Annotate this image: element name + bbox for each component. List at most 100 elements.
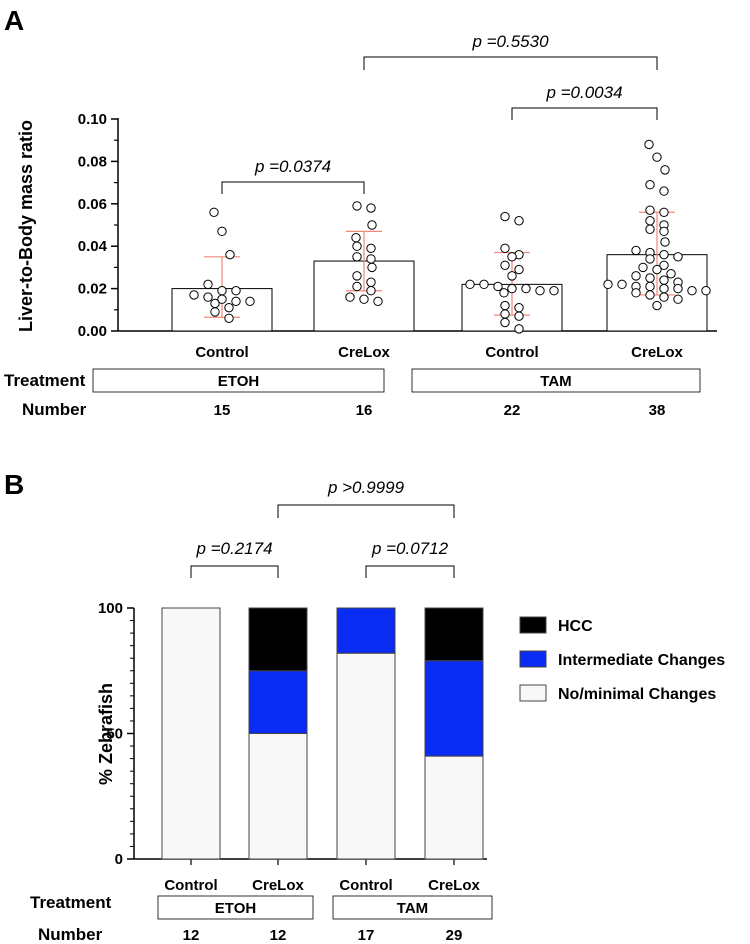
data-point: [210, 298, 220, 309]
data-point: [659, 249, 669, 260]
data-point: [500, 243, 510, 254]
panel-b-comparisons: p =0.2174 p =0.0712 p >0.9999: [190, 478, 455, 578]
data-point: [660, 237, 670, 247]
panel-b-y-axis-label: % Zebrafish: [96, 683, 116, 785]
comparison-bracket: [363, 56, 658, 70]
data-point: [514, 311, 524, 321]
category-label: Control: [485, 344, 538, 361]
panel-b-stacked-bars: [161, 607, 484, 860]
data-point: [645, 180, 655, 190]
y-tick-label: 0.00: [78, 323, 107, 340]
data-point: [603, 279, 613, 290]
data-point: [203, 292, 213, 302]
data-point: [659, 226, 669, 237]
panel-b-category-labels: Control CreLox Control CreLox: [164, 877, 480, 894]
comparison-bracket: [277, 504, 455, 518]
treatment-group-box: [157, 895, 314, 920]
data-point: [659, 292, 669, 302]
data-point: [652, 152, 662, 162]
legend-swatch: [519, 616, 547, 634]
data-point: [521, 283, 531, 294]
data-point: [507, 252, 517, 262]
panel-b-number-row: Number 12 12 17 29: [38, 925, 462, 944]
data-point: [514, 216, 524, 226]
data-point: [631, 271, 641, 281]
stacked-segment: [248, 733, 308, 860]
sample-count: 22: [504, 402, 521, 419]
treatment-group-box: [332, 895, 493, 920]
panel-a-error-bars: [204, 211, 675, 318]
data-point: [224, 313, 234, 323]
data-point: [666, 269, 676, 279]
treatment-row-label: Treatment: [4, 371, 86, 390]
data-point: [673, 252, 683, 262]
data-point: [659, 283, 669, 294]
data-point: [659, 207, 669, 217]
number-row-label: Number: [38, 925, 103, 944]
data-point: [644, 139, 654, 150]
comparison-bracket: [190, 565, 279, 578]
data-point: [645, 290, 655, 300]
sample-count: 12: [270, 927, 287, 944]
data-point: [659, 260, 669, 270]
data-point: [500, 211, 510, 222]
data-point: [352, 201, 362, 211]
data-point: [345, 292, 355, 302]
data-point: [499, 288, 509, 298]
data-point: [645, 254, 655, 264]
data-point: [352, 271, 362, 281]
data-point: [367, 262, 377, 273]
panel-a-bars: [171, 254, 708, 332]
panel-a-category-labels: Control CreLox Control CreLox: [195, 344, 683, 361]
panel-a-comparisons: p =0.0374 p =0.0034 p =0.5530: [221, 32, 658, 194]
data-point: [645, 216, 655, 226]
treatment-group-label: ETOH: [218, 373, 259, 390]
data-point: [367, 220, 377, 230]
p-value-label: p =0.5530: [471, 32, 549, 51]
data-point: [673, 294, 683, 304]
data-point: [217, 294, 227, 304]
comparison-bracket: [221, 181, 365, 194]
treatment-group-box: [92, 368, 385, 393]
category-label: CreLox: [631, 344, 683, 361]
data-point: [659, 275, 669, 285]
data-point: [652, 300, 662, 311]
data-point: [479, 279, 489, 290]
sample-count: 15: [214, 402, 231, 419]
y-tick-label: 0.06: [78, 196, 107, 213]
data-point: [507, 271, 517, 281]
stacked-segment: [248, 607, 308, 672]
sample-count: 12: [183, 927, 200, 944]
stacked-segment: [424, 755, 484, 860]
panel-b-treatment-row: Treatment ETOH TAM: [30, 893, 493, 920]
p-value-label: p =0.0374: [254, 157, 331, 176]
legend-label: No/minimal Changes: [558, 686, 716, 703]
panel-a-letter: A: [4, 5, 24, 36]
legend-swatch: [519, 650, 547, 668]
data-point: [189, 290, 199, 300]
y-tick-label: 100: [98, 600, 123, 617]
data-point: [514, 324, 524, 334]
data-point: [373, 296, 383, 307]
data-point: [514, 302, 524, 313]
data-point: [352, 252, 362, 262]
sample-count: 17: [358, 927, 375, 944]
comparison-bracket: [365, 565, 455, 578]
number-row-label: Number: [22, 400, 87, 419]
category-label: CreLox: [338, 344, 390, 361]
y-tick-label: 0.04: [78, 238, 108, 255]
data-point: [645, 224, 655, 234]
legend-label: Intermediate Changes: [558, 652, 725, 669]
data-point: [210, 307, 220, 317]
data-point: [507, 283, 517, 294]
data-point: [652, 264, 662, 275]
data-point: [549, 286, 559, 296]
data-point: [617, 279, 627, 290]
treatment-group-label: ETOH: [215, 900, 256, 917]
data-point: [245, 296, 255, 307]
panel-a-treatment-row: Treatment ETOH TAM: [4, 368, 701, 393]
treatment-row-label: Treatment: [30, 893, 112, 912]
data-point: [352, 281, 362, 292]
data-point: [217, 226, 227, 237]
